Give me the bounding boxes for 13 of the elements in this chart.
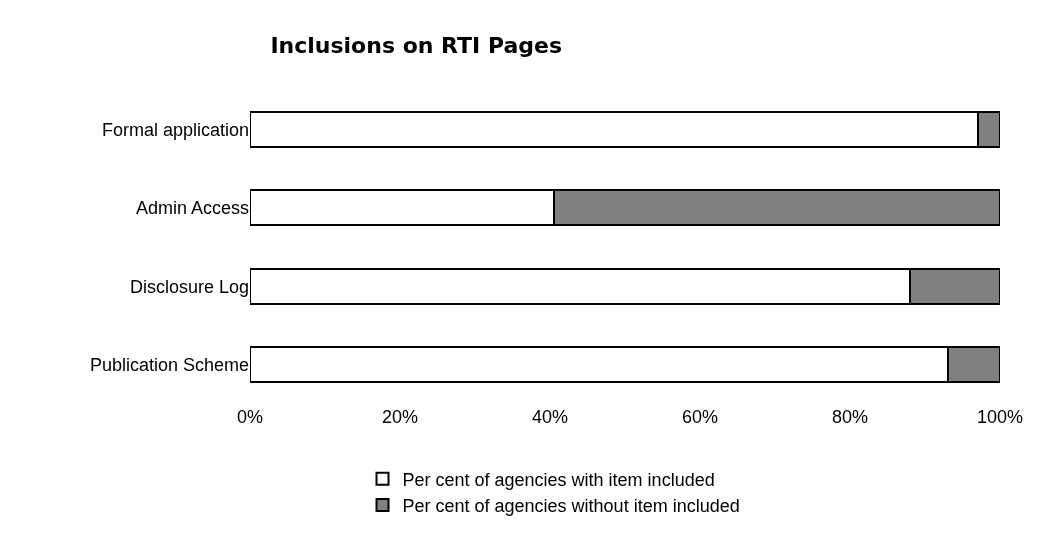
x-tick-label: 0% [236, 407, 264, 427]
x-tick-label: 60% [681, 407, 719, 427]
y-tick-label: Formal application [101, 119, 249, 140]
x-tick-label: 20% [381, 407, 419, 427]
x-tick-label: 80% [831, 407, 869, 427]
y-tick-label: Publication Scheme [89, 355, 249, 376]
legend-label: Per cent of agencies with item included [402, 469, 715, 490]
legend-label: Per cent of agencies without item included [402, 496, 740, 517]
chart-title: Inclusions on RTI Pages [270, 32, 563, 58]
x-tick-label: 100% [976, 407, 1024, 427]
x-tick-label: 40% [531, 407, 569, 427]
y-tick-label: Admin Access [135, 198, 249, 219]
y-tick-label: Disclosure Log [129, 276, 249, 297]
